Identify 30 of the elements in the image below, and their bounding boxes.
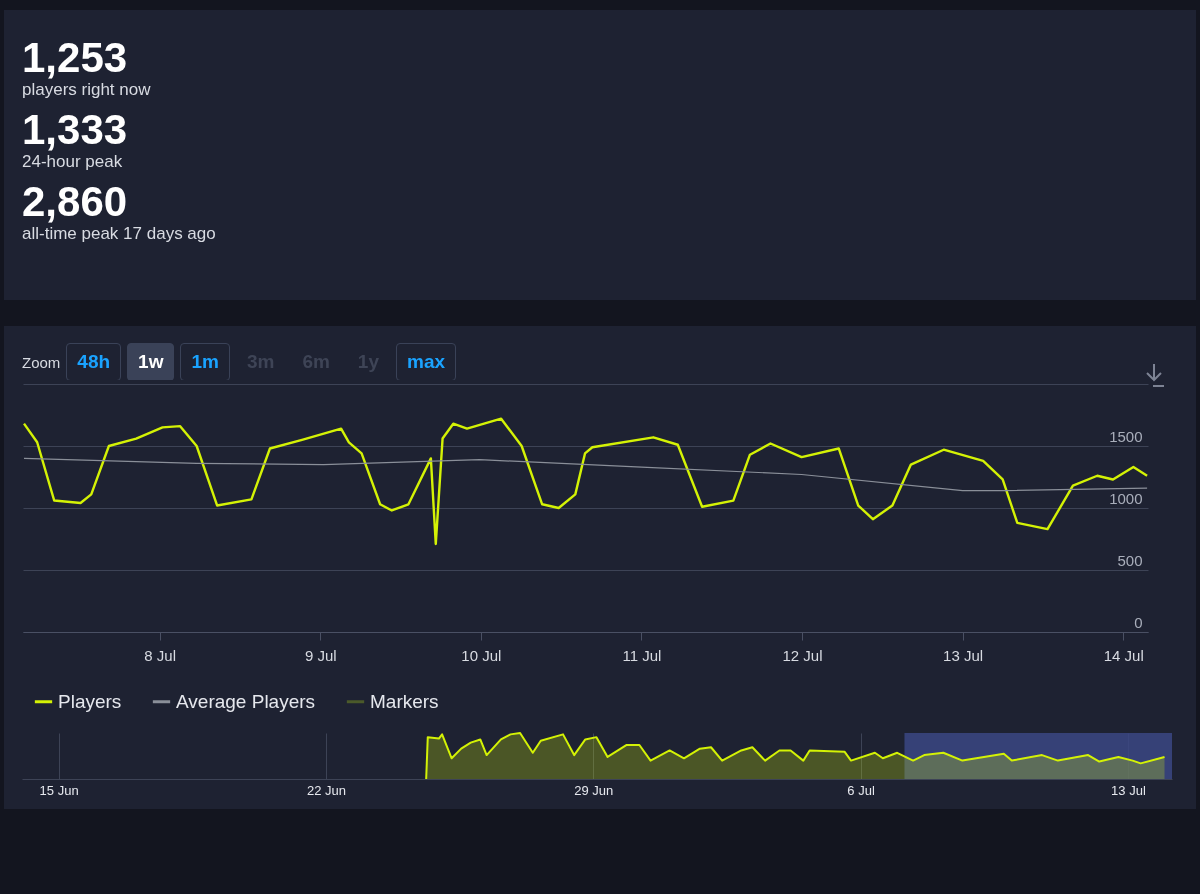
x-tick-label: 22 Jun	[306, 782, 346, 798]
x-tick-label: 15 Jun	[39, 782, 79, 798]
x-tick-label: 11 Jul	[622, 646, 662, 664]
x-tick-label: 9 Jul	[304, 646, 337, 664]
legend-label: Markers	[370, 690, 439, 712]
y-tick-label: 500	[1117, 551, 1143, 569]
text: 1,333	[22, 106, 129, 153]
x-tick-label: 14 Jul	[1103, 646, 1144, 664]
text: max	[396, 343, 457, 381]
text: 24-hour peak	[22, 152, 124, 172]
x-tick-label: 10 Jul	[461, 646, 502, 664]
text: Zoom	[22, 353, 61, 371]
text: 1w	[127, 343, 175, 381]
y-tick-label: 1500	[1109, 427, 1143, 445]
x-tick-label: 13 Jul	[943, 646, 984, 664]
legend-label: Average Players	[176, 690, 316, 712]
x-tick-label: 29 Jun	[574, 782, 614, 798]
x-tick-label: 6 Jul	[847, 782, 875, 798]
text: 2,860	[22, 178, 129, 225]
text: 48h	[66, 343, 122, 381]
y-tick-label: 1000	[1109, 489, 1143, 507]
text: all-time peak 17 days ago	[22, 224, 217, 244]
text: 1,253	[22, 34, 129, 81]
x-tick-label: 13 Jul	[1111, 782, 1146, 798]
legend-label: Players	[58, 690, 122, 712]
y-tick-label: 0	[1134, 613, 1143, 631]
text: players right now	[22, 80, 152, 100]
x-tick-label: 12 Jul	[782, 646, 823, 664]
text: 1m	[180, 343, 230, 381]
x-tick-label: 8 Jul	[144, 646, 176, 664]
